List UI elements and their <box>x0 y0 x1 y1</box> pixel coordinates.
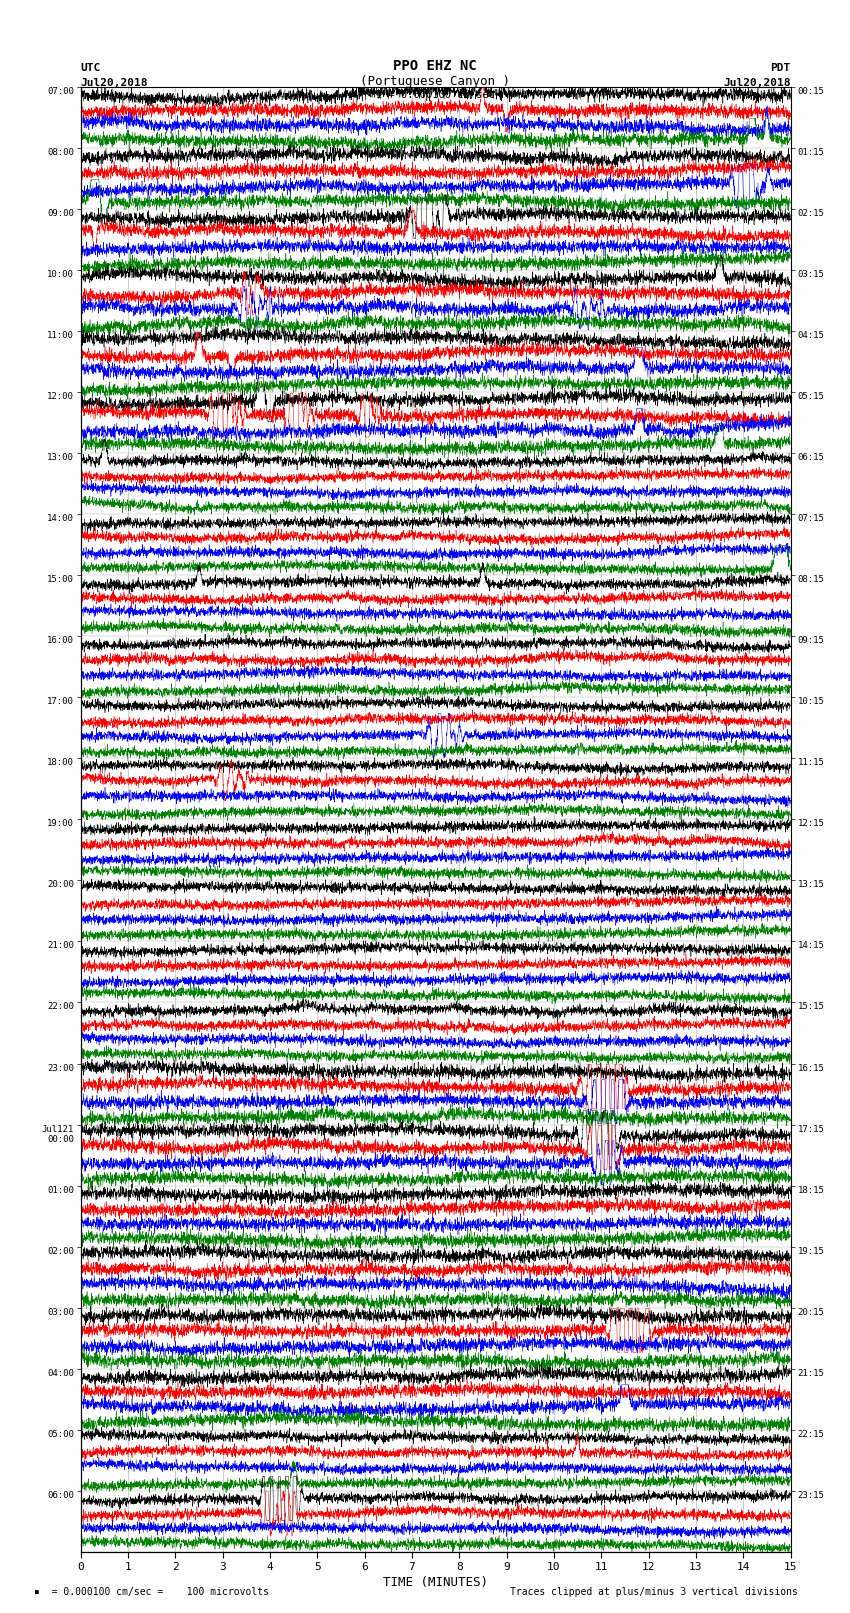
Text: PPO EHZ NC: PPO EHZ NC <box>394 60 477 73</box>
Text: Jul20,2018: Jul20,2018 <box>723 77 791 87</box>
Text: I = 0.000100 cm/sec: I = 0.000100 cm/sec <box>376 90 495 100</box>
Text: Traces clipped at plus/minus 3 vertical divisions: Traces clipped at plus/minus 3 vertical … <box>510 1587 798 1597</box>
X-axis label: TIME (MINUTES): TIME (MINUTES) <box>383 1576 488 1589</box>
Text: PDT: PDT <box>770 63 790 73</box>
Text: ▪  = 0.000100 cm/sec =    100 microvolts: ▪ = 0.000100 cm/sec = 100 microvolts <box>34 1587 269 1597</box>
Text: (Portuguese Canyon ): (Portuguese Canyon ) <box>360 74 510 87</box>
Text: UTC: UTC <box>81 63 101 73</box>
Text: Jul20,2018: Jul20,2018 <box>81 77 148 87</box>
